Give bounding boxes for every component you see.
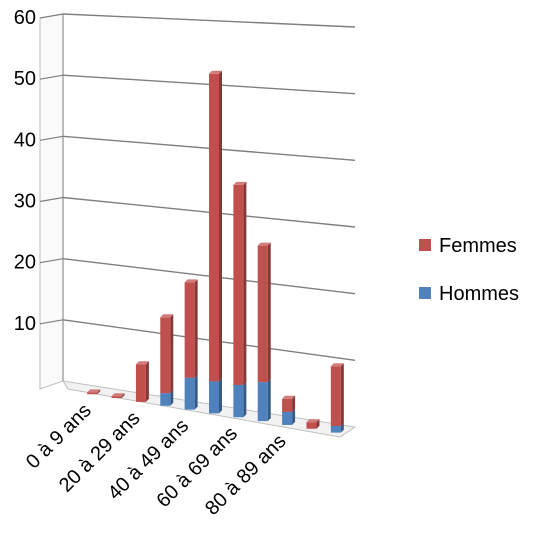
y-tick-label: 40	[14, 129, 36, 151]
bar-side	[170, 314, 174, 394]
bar-side	[194, 374, 198, 410]
bar-top	[257, 242, 271, 246]
y-tick-label: 20	[14, 252, 36, 274]
legend-label-femmes: Femmes	[439, 235, 517, 257]
bar-side	[267, 242, 271, 383]
bar-femmes-8	[282, 395, 296, 412]
bar-femmes-10	[330, 363, 344, 426]
bar-hommes-4	[184, 374, 198, 410]
bar-face	[135, 364, 146, 402]
bar-top	[233, 181, 247, 185]
gridline-side-20	[39, 258, 64, 264]
legend-swatch-hommes	[419, 287, 431, 299]
bar-side	[340, 422, 344, 433]
y-tick-label: 10	[14, 313, 36, 335]
bar-femmes-5	[209, 70, 222, 382]
bar-side	[292, 395, 296, 412]
bar-side	[267, 379, 271, 422]
bar-top	[111, 393, 125, 397]
bar-face	[87, 392, 98, 395]
bar-face	[330, 366, 341, 426]
y-tick-label: 50	[14, 68, 36, 90]
bar-side	[243, 381, 247, 418]
bar-top	[184, 279, 198, 283]
gridline-side-40	[39, 135, 64, 141]
bar-face	[282, 398, 293, 412]
bar-face	[257, 382, 268, 422]
bar-face	[111, 396, 122, 399]
bar-face	[330, 425, 341, 433]
bar-side	[316, 419, 320, 429]
bar-face	[184, 282, 195, 378]
legend-label-hommes: Hommes	[439, 283, 519, 305]
y-tick-label: 60	[14, 7, 36, 29]
gridline-side-30	[39, 196, 64, 203]
gridline-60	[62, 13, 356, 28]
bar-side	[292, 408, 296, 425]
bar-face	[282, 411, 293, 425]
bar-hommes-5	[209, 378, 222, 414]
bar-top	[160, 314, 174, 318]
bar-top	[330, 363, 344, 367]
bar-side	[219, 378, 222, 414]
bar-face	[209, 381, 219, 414]
bar-face	[160, 393, 171, 406]
bar-femmes-2	[135, 361, 149, 402]
bar-top	[209, 70, 222, 74]
bar-side	[243, 181, 247, 385]
bar-top	[135, 361, 149, 365]
bar-top	[306, 419, 320, 423]
legend: Femmes Hommes	[419, 235, 519, 305]
bar-face	[257, 245, 268, 383]
gridline-side-10	[39, 319, 64, 325]
bar-face	[306, 422, 317, 429]
bar-face	[233, 184, 244, 385]
bar-femmes-4	[184, 279, 198, 378]
bar-femmes-6	[233, 181, 247, 385]
y-axis-ticks: 10 20 30 40 50 60	[14, 7, 36, 335]
bar-femmes-3	[160, 314, 174, 394]
legend-swatch-femmes	[419, 239, 431, 251]
bar-side	[121, 393, 125, 399]
bar-top	[87, 389, 101, 393]
bar-femmes-0	[87, 389, 101, 395]
bar-femmes-7	[257, 242, 271, 383]
bar-side	[194, 279, 198, 378]
bar-top	[282, 395, 296, 399]
bar-side	[97, 389, 101, 395]
bar-face	[160, 317, 171, 394]
bar-side	[219, 70, 222, 382]
bars	[87, 70, 344, 433]
bar-side	[145, 361, 149, 402]
bar-femmes-1	[111, 393, 125, 399]
bar-hommes-6	[233, 381, 247, 418]
bar-hommes-7	[257, 379, 271, 422]
bar-side	[340, 363, 344, 426]
bar-face	[209, 73, 219, 382]
bar-side	[170, 390, 174, 406]
bar-face	[184, 377, 195, 410]
bar-femmes-9	[306, 419, 320, 429]
gridline-side-50	[39, 74, 64, 80]
y-tick-label: 30	[14, 191, 36, 213]
bar-face	[233, 384, 244, 418]
gridline-side-60	[39, 13, 64, 19]
